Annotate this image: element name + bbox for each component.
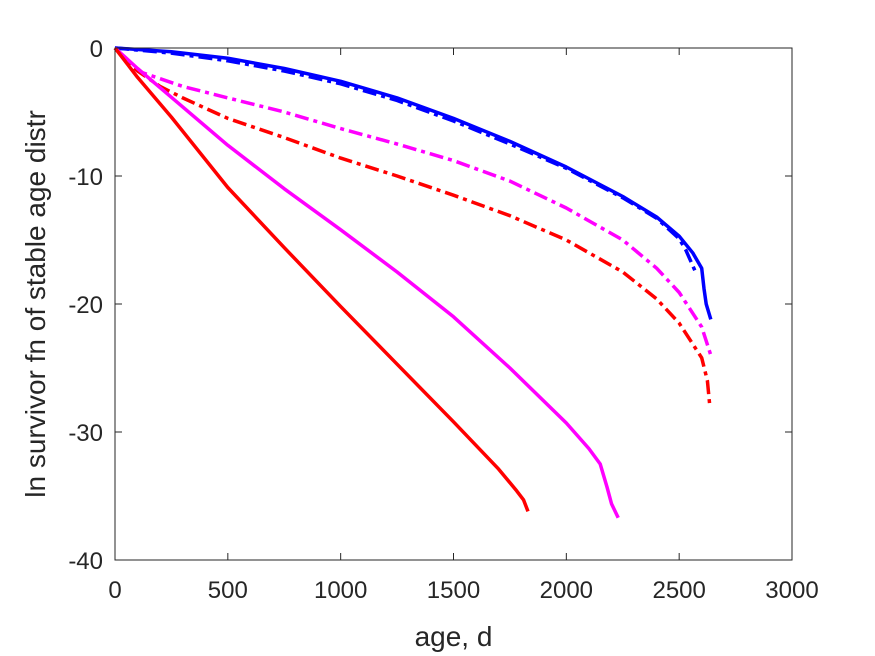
series-line-5 (113, 46, 620, 519)
series-line-4 (113, 46, 712, 404)
y-tick-label: -40 (68, 548, 103, 575)
x-tick-label: 1500 (427, 577, 480, 604)
x-tick-label: 3000 (765, 577, 818, 604)
series-line-2 (114, 46, 698, 275)
y-axis-label: ln survivor fn of stable age distr (20, 110, 51, 498)
series-line-6 (113, 46, 530, 513)
x-axis: 0 500 1000 1500 2000 2500 3000 (108, 48, 819, 604)
x-tick-label: 0 (108, 577, 121, 604)
x-tick-label: 500 (208, 577, 248, 604)
series-layer (113, 46, 713, 519)
y-tick-label: -20 (68, 292, 103, 319)
y-tick-label: -10 (68, 164, 103, 191)
y-tick-label: -30 (68, 420, 103, 447)
y-tick-label: 0 (90, 36, 103, 63)
x-tick-label: 2000 (540, 577, 593, 604)
y-axis: 0 -10 -20 -30 -40 (68, 36, 792, 575)
series-line-3 (113, 46, 713, 356)
x-tick-label: 1000 (314, 577, 367, 604)
x-axis-label: age, d (415, 621, 493, 652)
x-tick-label: 2500 (652, 577, 705, 604)
plot-area (115, 48, 792, 560)
